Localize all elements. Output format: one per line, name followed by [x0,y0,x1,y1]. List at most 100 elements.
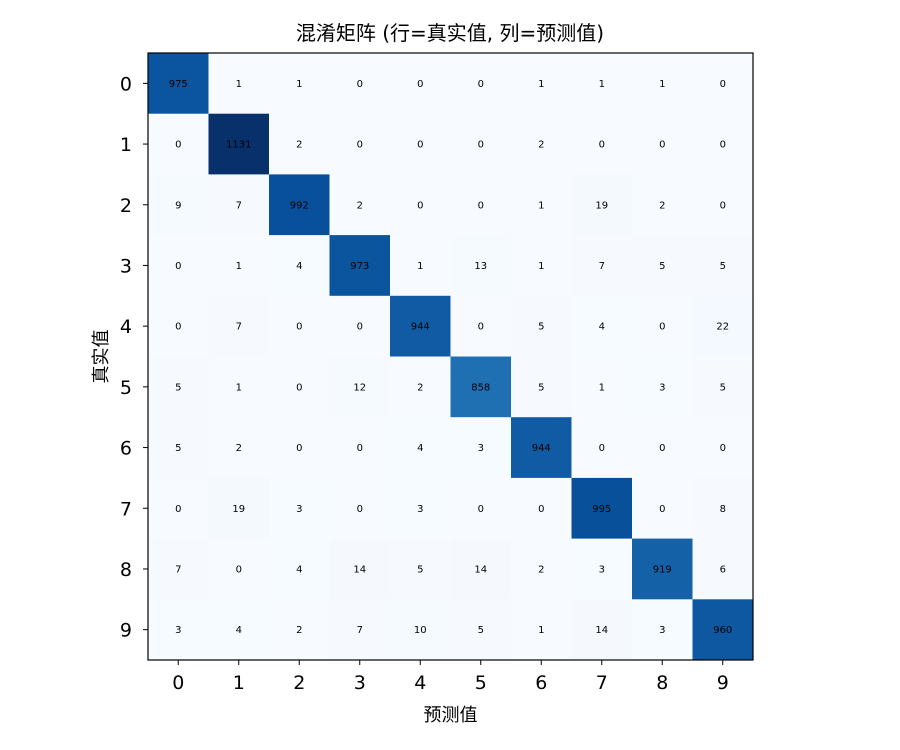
cell-value-8-7: 3 [599,564,605,575]
x-tick-label-6: 6 [535,672,547,694]
heatmap-cell-3-4 [390,235,451,297]
heatmap-cell-6-0 [148,417,209,479]
heatmap-cell-0-7 [571,53,633,115]
heatmap-cell-1-8 [632,113,693,175]
heatmap-cell-8-6 [511,538,572,600]
heatmap-cell-4-0 [148,295,209,357]
heatmap-cell-6-4 [390,417,451,479]
cell-value-1-2: 2 [296,140,302,151]
heatmap-cell-7-6 [511,477,572,540]
cell-value-4-6: 5 [538,322,544,333]
heatmap-cell-4-6 [511,295,572,357]
heatmap-cell-0-5 [450,53,512,115]
heatmap-cell-9-5 [450,599,512,661]
cell-value-0-5: 0 [478,79,484,90]
heatmap-cell-5-1 [208,356,270,418]
heatmap-cell-5-3 [329,356,391,418]
cell-value-8-1: 0 [236,564,242,575]
cell-value-3-5: 13 [474,261,487,272]
cell-value-6-5: 3 [478,443,484,454]
cell-value-2-6: 1 [538,200,544,211]
cell-value-1-8: 0 [659,140,665,151]
heatmap-cell-7-4 [390,477,451,540]
cell-value-9-6: 1 [538,625,544,636]
heatmap-cell-5-2 [269,356,330,418]
heatmap-cell-8-8 [632,538,693,600]
heatmap-cell-4-9 [692,295,754,357]
cell-value-4-8: 0 [659,322,665,333]
cell-value-4-1: 7 [236,322,242,333]
cell-value-7-2: 3 [296,504,302,515]
heatmap-cell-1-2 [269,113,330,175]
cell-value-8-3: 14 [353,564,366,575]
cell-value-1-7: 0 [599,140,605,151]
cell-value-6-3: 0 [357,443,363,454]
cell-value-1-5: 0 [478,140,484,151]
heatmap-cell-0-3 [329,53,391,115]
cell-value-4-9: 22 [716,322,729,333]
cell-value-0-3: 0 [357,79,363,90]
cell-value-3-8: 5 [659,261,665,272]
cell-value-2-9: 0 [720,200,726,211]
cell-value-3-2: 4 [296,261,302,272]
cell-value-4-3: 0 [357,322,363,333]
cell-value-7-4: 3 [417,504,423,515]
heatmap-cell-9-8 [632,599,693,661]
cell-value-3-3: 973 [350,261,369,272]
heatmap-cell-8-1 [208,538,270,600]
heatmap-cell-0-0 [148,53,209,115]
heatmap-cell-1-1 [208,113,270,175]
cell-value-9-8: 3 [659,625,665,636]
heatmap-cell-4-2 [269,295,330,357]
heatmap-cell-4-4 [390,295,451,357]
heatmap-cell-9-0 [148,599,209,661]
cell-value-0-2: 1 [296,79,302,90]
cell-value-0-6: 1 [538,79,544,90]
heatmap-cell-4-7 [571,295,633,357]
heatmap-cell-0-8 [632,53,693,115]
y-axis-label: 真实值 [91,330,112,384]
cell-value-0-0: 975 [169,79,188,90]
cell-value-8-6: 2 [538,564,544,575]
cell-value-3-1: 1 [236,261,242,272]
cell-value-0-8: 1 [659,79,665,90]
cell-value-8-8: 919 [653,564,672,575]
cell-value-2-7: 19 [595,200,608,211]
heatmap-cell-9-9 [692,599,754,661]
plot-frame [147,52,754,661]
cell-value-7-3: 0 [357,504,363,515]
heatmap-cell-2-3 [329,174,391,236]
heatmap-cell-7-9 [692,477,754,540]
cell-value-5-1: 1 [236,382,242,393]
cell-value-6-6: 944 [532,443,551,454]
heatmap-cell-5-4 [390,356,451,418]
cell-value-9-1: 4 [236,625,242,636]
x-tick-label-3: 3 [354,672,366,694]
heatmap-cell-5-9 [692,356,754,418]
cell-value-7-8: 0 [659,504,665,515]
heatmap-cell-9-7 [571,599,633,661]
heatmap-cell-3-6 [511,235,572,297]
cell-value-7-9: 8 [720,504,726,515]
cell-value-4-2: 0 [296,322,302,333]
cell-value-1-1: 1131 [226,140,251,151]
heatmap-cell-3-3 [329,235,391,297]
x-tick-label-7: 7 [596,672,608,694]
cell-value-7-1: 19 [232,504,245,515]
heatmap-cell-8-4 [390,538,451,600]
heatmap-cell-7-8 [632,477,693,540]
cell-value-3-9: 5 [720,261,726,272]
cell-value-3-4: 1 [417,261,423,272]
heatmap-cell-8-2 [269,538,330,600]
cell-value-6-9: 0 [720,443,726,454]
heatmap-cell-7-2 [269,477,330,540]
heatmap-cell-8-9 [692,538,754,600]
heatmap-cell-6-6 [511,417,572,479]
heatmap-cell-2-8 [632,174,693,236]
cell-value-2-4: 0 [417,200,423,211]
heatmap-cell-7-3 [329,477,391,540]
heatmap-cell-2-7 [571,174,633,236]
heatmap-cell-5-6 [511,356,572,418]
cell-value-1-9: 0 [720,140,726,151]
cell-value-1-3: 0 [357,140,363,151]
